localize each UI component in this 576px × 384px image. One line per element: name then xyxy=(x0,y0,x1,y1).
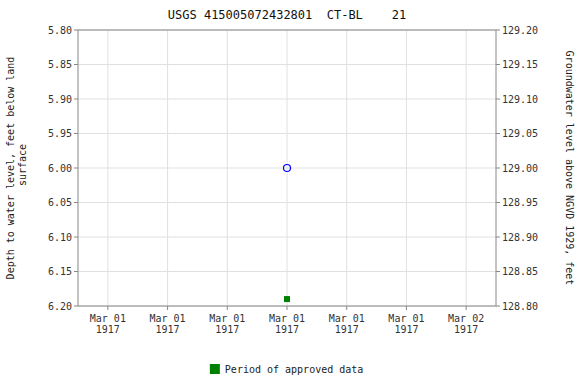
text-line: surface xyxy=(17,144,28,192)
grid-line xyxy=(227,30,228,306)
title: USGS 415005072432801 CT-BL 21 xyxy=(168,8,406,22)
tick-label: 6.15 xyxy=(48,266,72,277)
legend-swatch xyxy=(210,364,220,374)
tick xyxy=(167,306,168,310)
tick-label: 5.90 xyxy=(48,94,72,105)
grid-line xyxy=(406,30,407,306)
tick xyxy=(496,306,500,307)
legend-label: Period of approved data xyxy=(225,364,363,375)
tick-label: 6.00 xyxy=(48,163,72,174)
tick xyxy=(74,99,78,100)
tick-label: 129.10 xyxy=(502,94,538,105)
tick-label: 5.80 xyxy=(48,25,72,36)
tick xyxy=(74,306,78,307)
tick-label: 5.85 xyxy=(48,59,72,70)
text-line: Mar 01 xyxy=(150,313,186,324)
tick xyxy=(496,202,500,203)
background xyxy=(0,0,576,384)
tick-label: Mar 011917 xyxy=(150,313,186,335)
grid-line xyxy=(167,30,168,306)
tick xyxy=(74,271,78,272)
tick-label: 128.85 xyxy=(502,266,538,277)
tick xyxy=(227,306,228,310)
tick-label: 128.90 xyxy=(502,232,538,243)
text-line: 1917 xyxy=(275,324,299,335)
tick xyxy=(287,306,288,310)
tick xyxy=(107,306,108,310)
tick xyxy=(74,237,78,238)
tick-label: 6.05 xyxy=(48,197,72,208)
tick xyxy=(496,168,500,169)
tick xyxy=(406,306,407,310)
legend: Period of approved data xyxy=(210,364,363,375)
tick xyxy=(496,30,500,31)
tick-label: 5.95 xyxy=(48,128,72,139)
point xyxy=(285,297,290,302)
tick-label: Mar 011917 xyxy=(329,313,365,335)
tick xyxy=(466,306,467,310)
tick-label: 6.20 xyxy=(48,301,72,312)
text-line: Mar 01 xyxy=(90,313,126,324)
grid-line xyxy=(466,30,467,306)
tick xyxy=(74,133,78,134)
tick xyxy=(496,64,500,65)
tick xyxy=(346,306,347,310)
tick-label: 129.05 xyxy=(502,128,538,139)
tick-label: 129.20 xyxy=(502,25,538,36)
plot-frame xyxy=(78,30,496,306)
text-line: Mar 01 xyxy=(269,313,305,324)
tick-label: Mar 011917 xyxy=(209,313,245,335)
tick xyxy=(74,64,78,65)
axis-label: Groundwater level above NGVD 1929, feet xyxy=(564,51,575,286)
tick-label: 128.95 xyxy=(502,197,538,208)
tick xyxy=(74,168,78,169)
tick xyxy=(496,237,500,238)
tick xyxy=(496,99,500,100)
text-line: 1917 xyxy=(394,324,418,335)
text-line: Depth to water level, feet below land xyxy=(5,57,16,280)
tick-label: Mar 011917 xyxy=(269,313,305,335)
text-line: 1917 xyxy=(96,324,120,335)
tick xyxy=(74,30,78,31)
tick-label: Mar 011917 xyxy=(388,313,424,335)
tick xyxy=(496,271,500,272)
tick xyxy=(496,133,500,134)
text-line: 1917 xyxy=(215,324,239,335)
point xyxy=(284,165,291,172)
text-line: 1917 xyxy=(156,324,180,335)
tick xyxy=(74,202,78,203)
axis-label: Depth to water level, feet below land su… xyxy=(5,57,28,280)
chart: 5.80 5.85 5.90 5.95 6.00 6.05 6.10 6.15 6.20 128.… xyxy=(0,0,576,384)
grid-line xyxy=(107,30,108,306)
tick-label: 128.80 xyxy=(502,301,538,312)
tick-label: Mar 021917 xyxy=(448,313,484,335)
grid-line xyxy=(287,30,288,306)
tick-label: 129.15 xyxy=(502,59,538,70)
tick-label: 6.10 xyxy=(48,232,72,243)
tick-label: Mar 011917 xyxy=(90,313,126,335)
axes: 5.80 5.85 5.90 5.95 6.00 6.05 6.10 6.15 6.20 128.… xyxy=(48,25,538,336)
text-line: Mar 01 xyxy=(329,313,365,324)
text-line: Mar 01 xyxy=(388,313,424,324)
text-line: 1917 xyxy=(454,324,478,335)
grid xyxy=(78,30,496,306)
marks xyxy=(284,165,291,302)
tick-label: 129.00 xyxy=(502,163,538,174)
text-line: Mar 02 xyxy=(448,313,484,324)
text-line: Mar 01 xyxy=(209,313,245,324)
grid-line xyxy=(346,30,347,306)
text-line: 1917 xyxy=(335,324,359,335)
